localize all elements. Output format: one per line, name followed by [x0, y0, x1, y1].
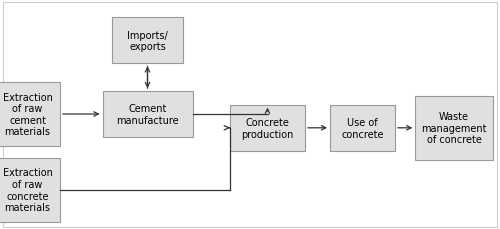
FancyBboxPatch shape	[415, 96, 493, 160]
Text: Extraction
of raw
concrete
materials: Extraction of raw concrete materials	[2, 168, 52, 212]
FancyBboxPatch shape	[230, 105, 305, 151]
Text: Extraction
of raw
cement
materials: Extraction of raw cement materials	[2, 92, 52, 137]
FancyBboxPatch shape	[102, 92, 192, 137]
Text: Imports/
exports: Imports/ exports	[127, 30, 168, 52]
Text: Waste
management
of concrete: Waste management of concrete	[421, 112, 487, 145]
Text: Use of
concrete: Use of concrete	[341, 117, 384, 139]
FancyBboxPatch shape	[330, 105, 395, 151]
Text: Concrete
production: Concrete production	[242, 117, 294, 139]
FancyBboxPatch shape	[0, 158, 60, 222]
FancyBboxPatch shape	[0, 82, 60, 147]
FancyBboxPatch shape	[112, 18, 182, 64]
Text: Cement
manufacture: Cement manufacture	[116, 104, 179, 125]
